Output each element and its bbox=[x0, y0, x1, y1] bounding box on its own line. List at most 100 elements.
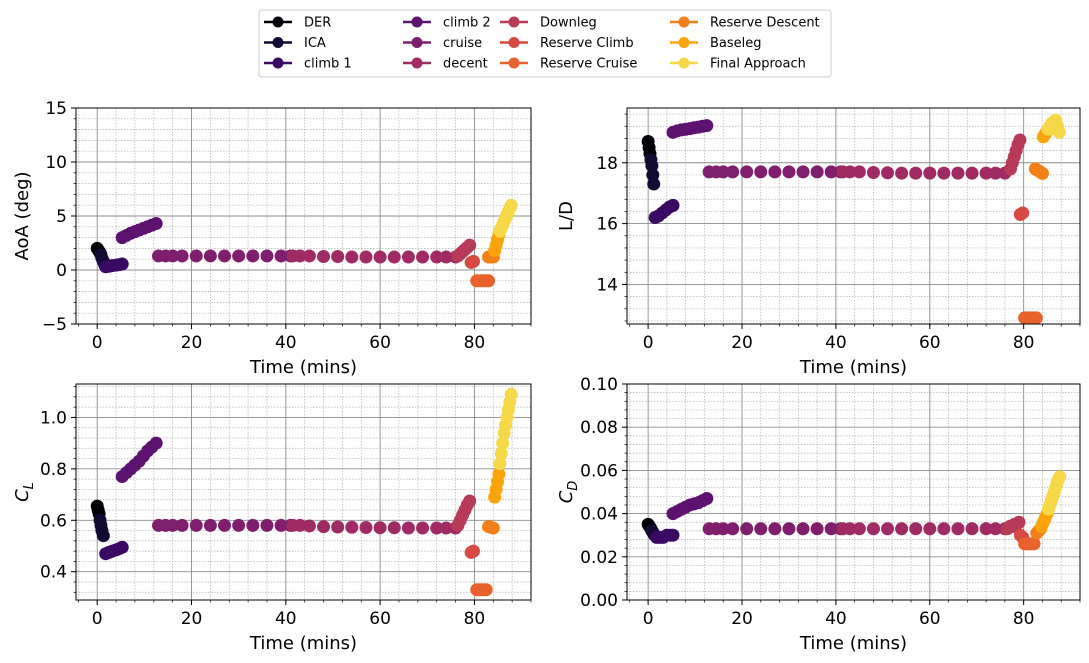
data-point bbox=[373, 250, 387, 264]
data-point bbox=[175, 249, 189, 263]
series-final-approach bbox=[1041, 113, 1066, 139]
data-point bbox=[494, 446, 508, 460]
data-point bbox=[951, 166, 965, 180]
legend-marker bbox=[272, 16, 284, 28]
data-point bbox=[937, 166, 951, 180]
series-reserve-descent bbox=[482, 520, 500, 535]
data-point bbox=[504, 198, 518, 212]
y-label-main: C bbox=[12, 489, 33, 502]
data-point bbox=[782, 522, 796, 536]
legend-item-cruise: cruise bbox=[403, 36, 482, 51]
data-point bbox=[439, 521, 453, 535]
legend-item-reserve-descent: Reserve Descent bbox=[670, 16, 820, 31]
series-decent bbox=[836, 165, 1012, 180]
legend-item-final-approach: Final Approach bbox=[670, 57, 806, 72]
x-tick-label: 20 bbox=[181, 333, 203, 353]
data-point bbox=[149, 217, 163, 231]
series-cruise bbox=[702, 165, 848, 179]
series-downleg bbox=[1000, 515, 1026, 536]
data-point bbox=[1012, 515, 1026, 529]
data-point bbox=[726, 165, 740, 179]
y-tick-label: 0.04 bbox=[580, 505, 618, 525]
data-point bbox=[852, 165, 866, 179]
y-tick-label: 0.10 bbox=[580, 375, 618, 395]
x-axis-label: Time (mins) bbox=[249, 633, 357, 654]
data-point bbox=[492, 467, 506, 481]
legend: DER ICA climb 1 climb 2 cruise decent Downleg R… bbox=[258, 9, 832, 78]
data-point bbox=[1013, 133, 1027, 147]
data-point bbox=[302, 519, 316, 533]
series-climb-1 bbox=[99, 540, 129, 561]
data-point bbox=[479, 583, 493, 597]
data-point bbox=[260, 249, 274, 263]
data-point bbox=[401, 250, 415, 264]
y-label-subscript: L bbox=[22, 482, 37, 489]
data-point bbox=[866, 165, 880, 179]
x-tick-label: 80 bbox=[1013, 333, 1035, 353]
grid bbox=[76, 108, 531, 324]
data-point bbox=[246, 249, 260, 263]
x-tick-label: 60 bbox=[369, 333, 391, 353]
data-point bbox=[989, 522, 1003, 536]
x-tick-label: 0 bbox=[643, 333, 654, 353]
data-point bbox=[909, 166, 923, 180]
legend-label: Downleg bbox=[540, 16, 597, 31]
legend-marker bbox=[678, 57, 690, 69]
series-ica bbox=[93, 513, 110, 543]
data-point bbox=[373, 521, 387, 535]
series-cruise bbox=[702, 522, 848, 536]
x-tick-label: 60 bbox=[919, 609, 941, 629]
y-axis-label: AoA (deg) bbox=[12, 171, 33, 260]
legend-label: Baseleg bbox=[710, 36, 762, 51]
legend-label: Reserve Cruise bbox=[540, 57, 637, 72]
data-point bbox=[482, 274, 496, 288]
y-tick-label: −5 bbox=[42, 315, 67, 335]
series-downleg bbox=[451, 238, 477, 263]
legend-marker bbox=[411, 16, 423, 28]
data-point bbox=[302, 249, 316, 263]
data-point bbox=[430, 521, 444, 535]
data-point bbox=[810, 165, 824, 179]
data-point bbox=[768, 522, 782, 536]
data-point bbox=[866, 522, 880, 536]
data-point bbox=[754, 522, 768, 536]
series-reserve-cruise bbox=[470, 274, 496, 288]
series-final-approach bbox=[1042, 470, 1067, 516]
x-tick-label: 60 bbox=[369, 609, 391, 629]
x-tick-label: 0 bbox=[92, 333, 103, 353]
data-point bbox=[466, 544, 480, 558]
data-point bbox=[740, 522, 754, 536]
series-climb-2 bbox=[666, 119, 714, 139]
axes-frame bbox=[626, 383, 1081, 601]
data-point bbox=[203, 249, 217, 263]
legend-marker bbox=[678, 16, 690, 28]
series-reserve-climb bbox=[1013, 206, 1030, 221]
data-points bbox=[90, 198, 518, 288]
data-points bbox=[90, 387, 518, 597]
data-point bbox=[716, 165, 730, 179]
data-point bbox=[843, 522, 857, 536]
y-tick-label: 0.08 bbox=[580, 418, 618, 438]
series-reserve-cruise bbox=[1018, 537, 1041, 551]
data-point bbox=[166, 249, 180, 263]
data-point bbox=[189, 249, 203, 263]
data-point bbox=[345, 250, 359, 264]
legend-item-climb-2: climb 2 bbox=[403, 16, 491, 31]
legend-item-ica: ICA bbox=[264, 36, 326, 51]
series-reserve-climb bbox=[464, 544, 480, 559]
legend-label: cruise bbox=[443, 36, 482, 51]
data-point bbox=[666, 198, 680, 212]
ticks: 0 20 40 60 80 14 16 18 bbox=[596, 113, 1081, 353]
y-label-subscript: D bbox=[566, 481, 581, 491]
series-climb-2 bbox=[666, 491, 714, 521]
data-point bbox=[486, 521, 500, 535]
series-climb-1 bbox=[650, 528, 680, 544]
data-point bbox=[937, 522, 951, 536]
data-point bbox=[740, 165, 754, 179]
data-point bbox=[923, 522, 937, 536]
data-point bbox=[810, 522, 824, 536]
data-point bbox=[274, 518, 288, 532]
legend-marker bbox=[272, 37, 284, 48]
subplot-3: 0 20 40 60 80 0.4 0.6 0.8 1.0 Time (mins) CL bbox=[12, 383, 532, 654]
data-point bbox=[401, 521, 415, 535]
